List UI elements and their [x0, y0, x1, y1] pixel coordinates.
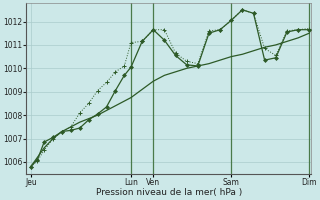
- X-axis label: Pression niveau de la mer( hPa ): Pression niveau de la mer( hPa ): [96, 188, 242, 197]
